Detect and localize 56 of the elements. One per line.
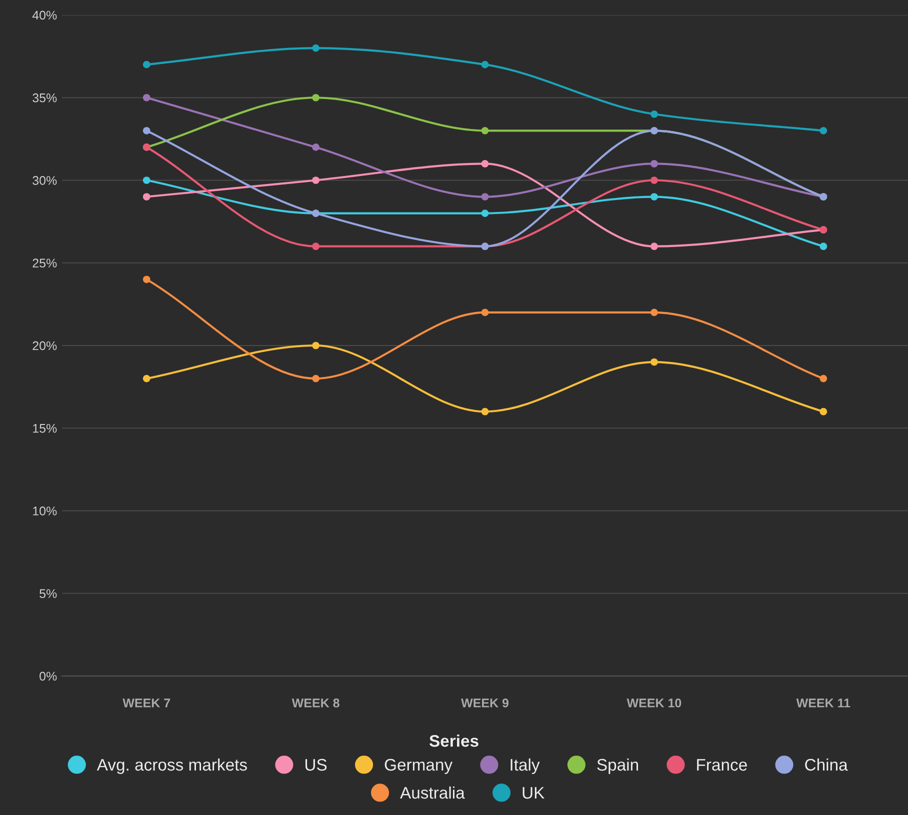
y-tick-label: 25% [32,258,57,268]
point [142,176,150,184]
y-tick-label: 0% [40,672,57,681]
legend-label: China [805,758,848,771]
point [650,358,658,366]
y-tick-label: 35% [32,93,57,102]
y-tick-label: 5% [40,589,57,598]
legend-label: Germany [384,758,453,774]
point [820,408,828,416]
x-tick-label: WEEK 11 [796,698,850,708]
point [142,374,150,382]
point [142,60,150,68]
point [142,193,150,200]
legend-label: UK [522,787,544,799]
point [142,276,150,284]
legend-label: Avg. across markets [96,758,247,774]
legend-title: Series [429,734,478,747]
point [142,94,150,102]
legend-label: Spain [597,758,638,774]
y-tick-label: 40% [32,10,57,20]
point [481,160,489,168]
point [820,242,828,250]
x-tick-label: WEEK 10 [626,698,682,708]
point [481,210,489,217]
point [650,242,658,250]
x-tick-label: WEEK 7 [122,698,170,708]
point [312,176,320,184]
legend-label: Australia [400,786,465,799]
y-tick-label: 10% [33,506,57,516]
point [481,60,489,68]
y-tick-label: 15% [33,424,57,433]
x-tick-label: WEEK 8 [292,698,340,708]
point [481,408,489,416]
point [650,160,658,168]
y-tick-label: 20% [32,341,57,350]
x-tick-label: WEEK 9 [461,698,508,708]
point [312,242,320,250]
legend-label: France [697,759,747,771]
point [481,193,489,200]
point [820,374,828,382]
point [312,374,320,382]
y-tick-label: 30% [32,176,57,185]
point [481,308,489,316]
legend-label: US [305,758,327,771]
point [312,144,320,151]
point [312,94,320,102]
point [650,110,658,118]
point [312,44,320,52]
point [650,176,658,184]
point [142,127,150,134]
point [481,127,489,134]
point [650,193,658,200]
point [312,342,320,350]
point [820,127,828,134]
legend-label: Italy [510,758,540,774]
point [650,308,658,316]
